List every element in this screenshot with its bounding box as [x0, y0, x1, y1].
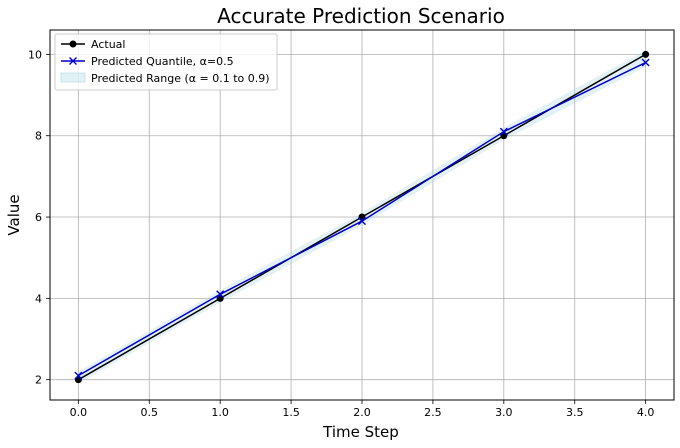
- predicted-point: [74, 371, 83, 380]
- y-tick-label: 6: [35, 211, 42, 224]
- y-axis-label: Value: [5, 194, 23, 235]
- x-tick-label: 1.0: [211, 406, 229, 419]
- y-tick-label: 2: [35, 374, 42, 387]
- predicted-point: [358, 217, 366, 226]
- x-tick-label: 1.5: [282, 406, 300, 419]
- legend-predicted-label: Predicted Quantile, α=0.5: [91, 55, 234, 68]
- y-tick-label: 10: [28, 48, 42, 61]
- x-tick-label: 0.0: [70, 406, 88, 419]
- x-tick-label: 3.5: [566, 406, 584, 419]
- chart-title: Accurate Prediction Scenario: [217, 4, 505, 28]
- x-tick-label: 4.0: [637, 406, 655, 419]
- series-layer: [74, 50, 650, 384]
- legend-actual-label: Actual: [91, 38, 125, 51]
- x-tick-label: 3.0: [495, 406, 513, 419]
- legend-predicted-marker: [69, 57, 77, 65]
- y-tick-label: 4: [35, 292, 42, 305]
- grid: [50, 30, 674, 400]
- x-axis-ticks: 0.0 0.5 1.0 1.5 2.0 2.5 3.0 3.5 4.0: [70, 400, 655, 419]
- x-axis-label: Time Step: [322, 423, 399, 441]
- predicted-point: [216, 290, 225, 299]
- x-tick-label: 2.0: [353, 406, 371, 419]
- y-axis-ticks: 2 4 6 8 10: [28, 48, 50, 387]
- predicted-point: [499, 127, 508, 136]
- legend-band-label: Predicted Range (α = 0.1 to 0.9): [91, 72, 270, 85]
- legend-box: [54, 33, 278, 91]
- y-tick-label: 8: [35, 130, 42, 143]
- legend: Actual Predicted Quantile, α=0.5 Predict…: [54, 33, 278, 91]
- x-tick-label: 2.5: [424, 406, 442, 419]
- legend-actual-marker: [69, 40, 77, 48]
- actual-point: [642, 50, 650, 58]
- legend-band-swatch: [60, 72, 86, 83]
- x-tick-label: 0.5: [141, 406, 159, 419]
- predicted-point: [641, 58, 650, 67]
